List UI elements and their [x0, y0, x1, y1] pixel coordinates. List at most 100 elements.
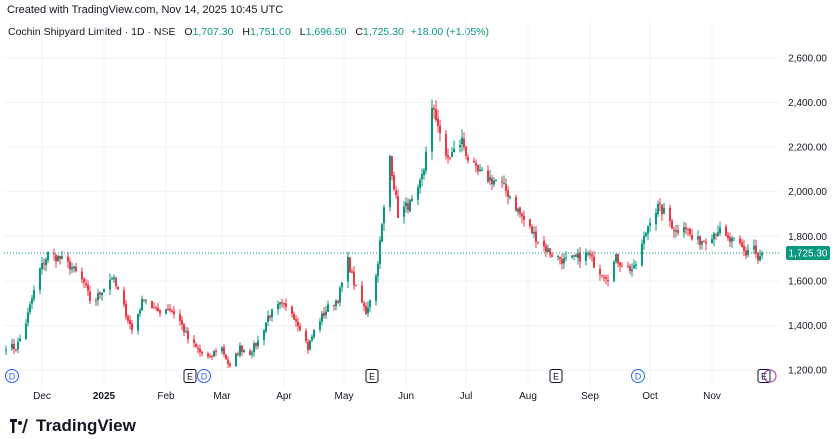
candle-body — [669, 207, 671, 222]
candle-body — [213, 351, 215, 357]
candle-body — [33, 289, 35, 299]
last-price-label: 1,725.30 — [789, 248, 828, 259]
candle-body — [55, 255, 57, 262]
candle-body — [257, 340, 259, 346]
change-value: +18.00 (+1.05%) — [410, 26, 490, 38]
candle-body — [731, 238, 733, 242]
candle-body — [81, 271, 83, 280]
candle-body — [181, 320, 183, 325]
low-label: L — [299, 26, 306, 38]
candle-body — [113, 277, 115, 280]
candle-body — [305, 330, 307, 342]
candle-body — [243, 350, 245, 353]
candle-body — [571, 255, 573, 258]
y-tick-label: 1,400.00 — [788, 321, 827, 332]
candle-body — [127, 316, 129, 321]
candle-body — [703, 241, 705, 243]
candle-body — [209, 355, 211, 357]
candle-body — [201, 351, 203, 354]
candle-body — [111, 278, 113, 280]
candle-body — [237, 353, 239, 355]
candle-body — [255, 343, 257, 347]
last-price-line: 1,725.30 — [4, 245, 830, 260]
candle-body — [437, 118, 439, 126]
candle-body — [73, 266, 75, 269]
candle-body — [761, 252, 763, 256]
candle-body — [41, 262, 43, 270]
candle-body — [67, 256, 69, 262]
candle-body — [101, 292, 103, 296]
y-tick-label: 2,400.00 — [788, 98, 827, 109]
candle-body — [489, 177, 491, 181]
candle-body — [447, 155, 449, 158]
candle-body — [701, 240, 703, 245]
candle-body — [375, 275, 377, 302]
x-tick-label: Jul — [460, 391, 473, 402]
candle-body — [657, 203, 659, 214]
x-tick-label: 2025 — [93, 391, 116, 402]
ohlc-legend: Cochin Shipyard Limited · 1D · NSE O1,70… — [8, 26, 489, 38]
candle-body — [59, 255, 61, 259]
candle-body — [683, 227, 685, 233]
event-marker-label: D — [9, 372, 16, 382]
candle-body — [507, 190, 509, 197]
candle-body — [57, 256, 59, 261]
candle-body — [521, 213, 523, 217]
candle-body — [139, 310, 141, 314]
x-tick-label: May — [335, 391, 354, 402]
candle-body — [449, 157, 451, 159]
candle-body — [145, 300, 147, 302]
candle-body — [697, 236, 699, 240]
candle-body — [223, 347, 225, 355]
candle-body — [481, 170, 483, 172]
candle-body — [281, 302, 283, 304]
candle-body — [239, 345, 241, 356]
candle-body — [423, 170, 425, 176]
candle-body — [641, 243, 643, 266]
candle-body — [285, 303, 287, 307]
candle-body — [615, 254, 617, 262]
candle-body — [487, 170, 489, 182]
tradingview-logo-icon — [10, 419, 28, 433]
x-tick-label: Nov — [703, 391, 721, 402]
candle-body — [31, 298, 33, 304]
x-tick-label: Dec — [33, 391, 51, 402]
candle-body — [599, 268, 601, 275]
candle-body — [173, 311, 175, 315]
candle-body — [649, 223, 651, 226]
tradingview-brand[interactable]: TradingView — [8, 416, 136, 436]
candle-body — [655, 212, 657, 225]
candle-body — [435, 108, 437, 120]
candle-body — [241, 345, 243, 352]
candle-body — [29, 304, 31, 312]
candle-body — [267, 315, 269, 322]
candle-body — [11, 343, 13, 349]
candle-body — [157, 307, 159, 312]
candle-body — [153, 307, 155, 309]
candle-body — [167, 308, 169, 310]
candle-body — [627, 265, 629, 267]
y-tick-label: 2,000.00 — [788, 187, 827, 198]
symbol-title: Cochin Shipyard Limited · 1D · NSE — [8, 26, 176, 38]
candle-body — [479, 169, 481, 171]
candle-body — [5, 349, 7, 351]
candle-body — [321, 313, 323, 322]
candle-body — [277, 304, 279, 310]
y-axis: 1,200.00 1,400.00 1,600.00 1,800.00 2,000.00… — [788, 53, 827, 376]
candle-body — [249, 350, 251, 355]
candle-body — [619, 262, 621, 266]
candle-body — [187, 330, 189, 340]
candle-body — [341, 282, 343, 288]
high-value: 1,751.00 — [249, 26, 291, 38]
candle-body — [313, 329, 315, 338]
candle-body — [445, 134, 447, 156]
candle-body — [365, 305, 367, 315]
candle-body — [103, 288, 105, 292]
candle-body — [515, 197, 517, 211]
candle-body — [643, 235, 645, 244]
candle-body — [473, 161, 475, 163]
candle-body — [733, 237, 735, 239]
candle-body — [393, 175, 395, 190]
